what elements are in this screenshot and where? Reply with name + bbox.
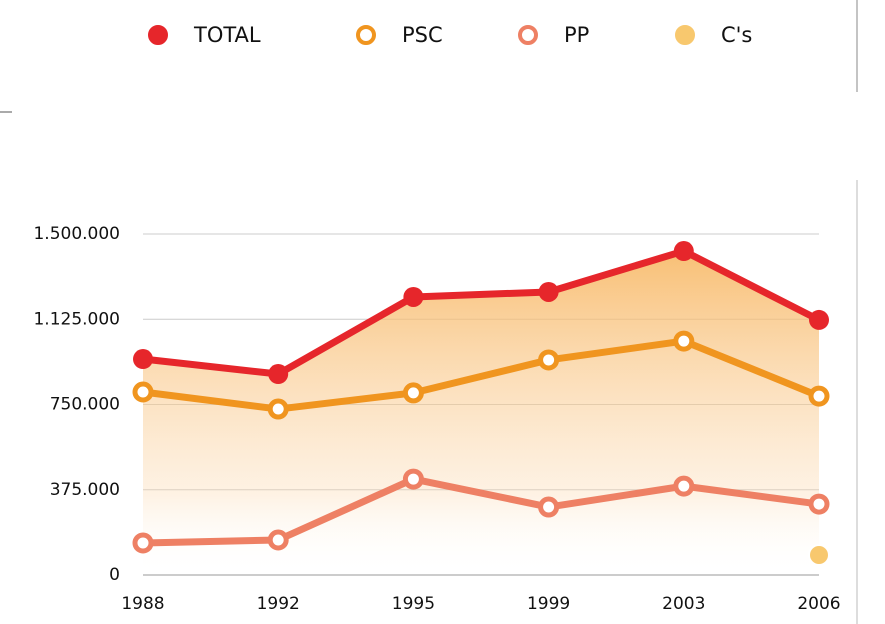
point <box>402 468 424 490</box>
point <box>808 493 830 515</box>
x-tick-label: 1988 <box>121 594 164 614</box>
point <box>538 349 560 371</box>
x-tick-label: 2006 <box>797 594 840 614</box>
point <box>808 543 830 566</box>
point <box>673 330 695 352</box>
point <box>403 286 424 307</box>
y-tick-label: 1.500.000 <box>33 224 120 244</box>
point <box>809 309 829 330</box>
legend-marker <box>675 25 695 45</box>
point <box>673 241 694 262</box>
y-tick-label: 0 <box>109 565 120 585</box>
line <box>142 475 820 547</box>
y-tick-label: 375.000 <box>50 480 120 500</box>
legend-marker <box>148 25 168 45</box>
legend-label: C's <box>721 23 752 47</box>
x-tick-label: 1995 <box>392 594 435 614</box>
point <box>268 364 289 385</box>
y-tick-label: 1.125.000 <box>33 309 120 329</box>
point <box>267 398 289 420</box>
legend-label: TOTAL <box>193 23 261 47</box>
point <box>133 349 153 370</box>
point <box>673 475 695 497</box>
legend-marker <box>518 25 538 45</box>
point <box>267 529 289 551</box>
point <box>538 496 560 518</box>
x-tick-label: 2003 <box>662 594 705 614</box>
legend-label: PSC <box>402 23 443 47</box>
point <box>402 382 424 404</box>
line <box>142 247 821 378</box>
x-tick-label: 1999 <box>527 594 570 614</box>
point <box>808 385 830 407</box>
area <box>143 251 819 576</box>
x-tick-label: 1992 <box>257 594 300 614</box>
point <box>538 281 559 302</box>
line <box>142 337 821 413</box>
y-tick-label: 750.000 <box>50 395 120 415</box>
legend-label: PP <box>564 23 589 47</box>
legend-marker <box>356 25 376 45</box>
point <box>132 381 154 403</box>
point <box>132 532 154 554</box>
